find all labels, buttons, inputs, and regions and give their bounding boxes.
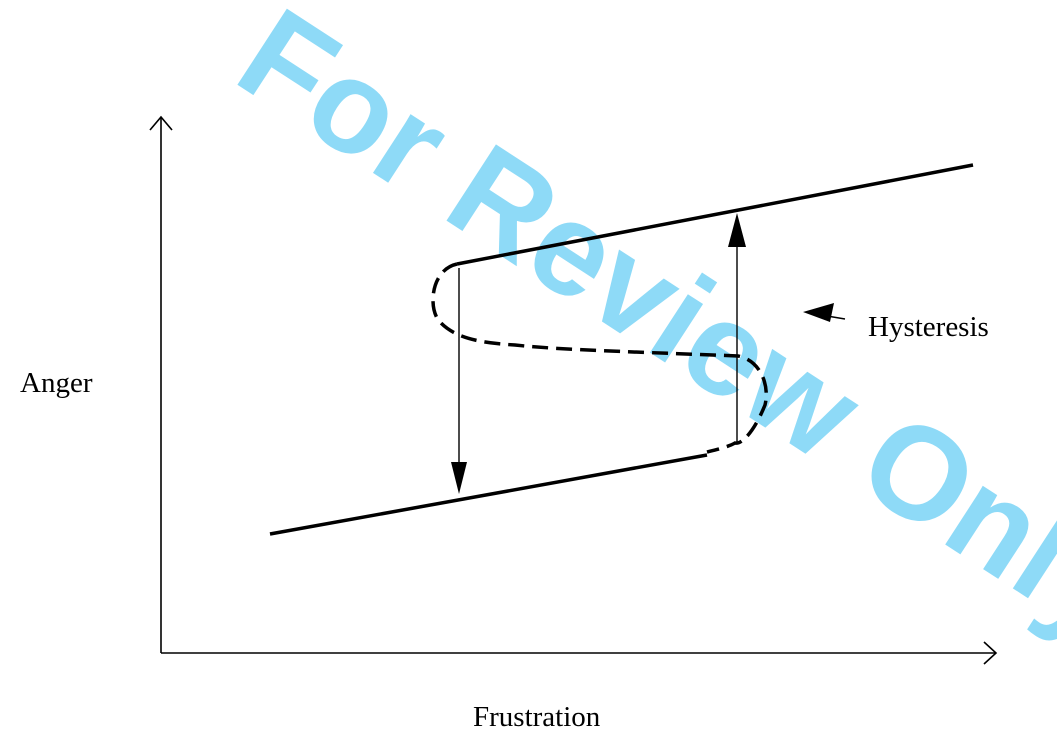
lower-stable-branch: [269, 453, 708, 536]
up-jump-arrowhead: [728, 213, 746, 247]
hysteresis-pointer-arrowhead: [803, 303, 834, 322]
upper-stable-branch: [456, 163, 974, 266]
hysteresis-label: Hysteresis: [868, 311, 989, 343]
axes: [149, 115, 998, 665]
y-axis-arrowhead: [149, 115, 173, 131]
x-axis-arrowhead: [983, 641, 998, 665]
unstable-middle-branch: [431, 262, 768, 454]
down-jump-arrowhead: [451, 462, 467, 494]
y-axis-label: Anger: [20, 367, 93, 399]
x-axis-label: Frustration: [473, 701, 601, 733]
